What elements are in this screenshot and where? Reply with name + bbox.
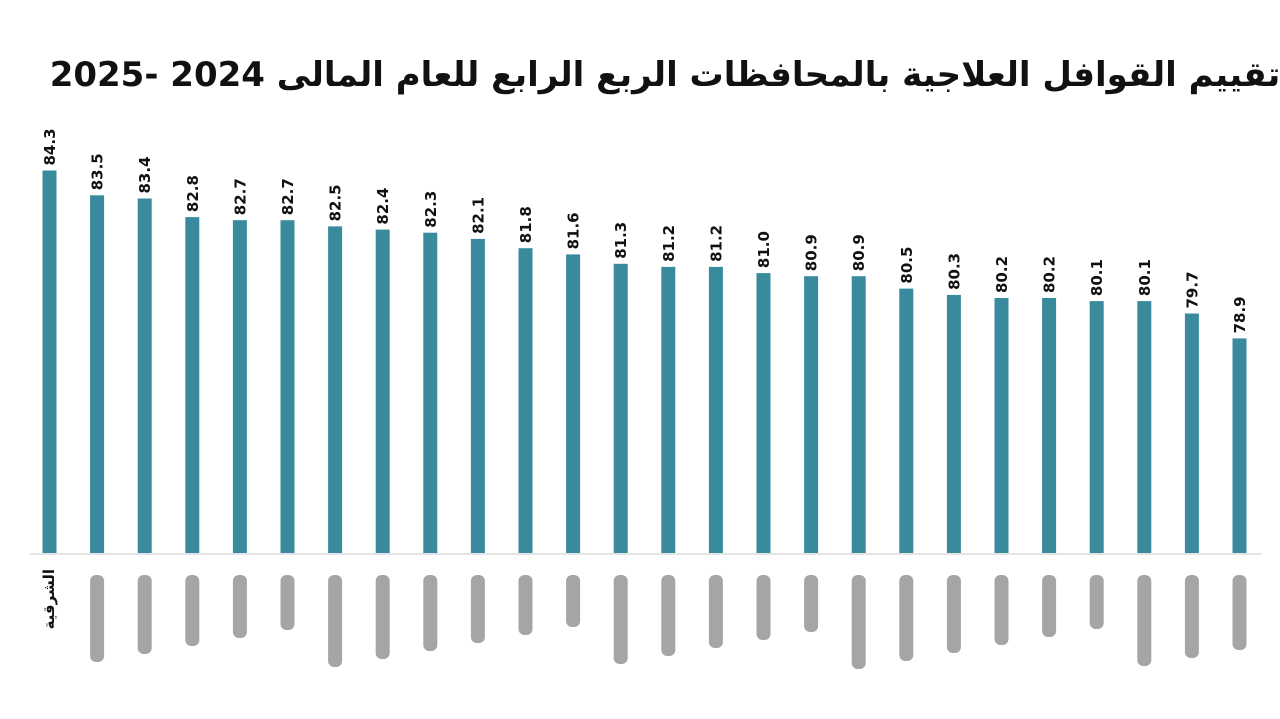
bar-value-label: 81.2 (660, 225, 678, 262)
bar-value-label: 84.3 (41, 128, 59, 165)
bar (328, 226, 343, 553)
bar-value-label: 82.5 (327, 184, 345, 221)
blurred-category-label (1089, 575, 1104, 629)
category-label: الشرقية (40, 569, 58, 629)
bar-value-label: 80.1 (1136, 259, 1154, 296)
bar (661, 266, 676, 553)
blurred-category-label (661, 575, 676, 656)
blurred-category-label (566, 575, 581, 627)
bar (566, 254, 581, 553)
blurred-category-label (280, 575, 295, 630)
bar-value-label: 81.2 (707, 225, 725, 262)
blurred-category-label (90, 575, 105, 662)
value-labels-layer: 84.3 83.5 83.4 82.8 82.7 82.7 82.5 82.4 82.3 82.1… (41, 128, 1249, 333)
bar-value-label: 80.3 (945, 253, 963, 290)
bar (804, 276, 819, 553)
bar (518, 248, 533, 553)
bar (994, 298, 1009, 553)
blurred-category-label (423, 575, 438, 651)
bars-layer (42, 170, 1247, 554)
bar (90, 195, 105, 554)
blurred-category-label (1184, 575, 1199, 658)
blurred-category-label (613, 575, 628, 664)
bar-value-label: 81.3 (612, 222, 630, 259)
bar-value-label: 80.1 (1088, 259, 1106, 296)
blurred-category-label (946, 575, 961, 653)
bar (1184, 313, 1199, 553)
bar-value-label: 83.5 (89, 153, 107, 190)
bar (708, 266, 723, 553)
blurred-category-label (1232, 575, 1247, 650)
bar (423, 232, 438, 553)
blurred-category-label (1137, 575, 1152, 666)
bar (470, 238, 485, 553)
blurred-category-label (137, 575, 152, 654)
blurred-category-label (470, 575, 485, 643)
bar-value-label: 82.3 (422, 191, 440, 228)
blurred-category-label (518, 575, 533, 635)
bar-value-label: 80.2 (993, 256, 1011, 293)
bar-value-label: 80.9 (803, 234, 821, 271)
bar (137, 198, 152, 553)
blurred-category-label (994, 575, 1009, 645)
blurred-category-label (185, 575, 200, 646)
chart-title: تقييم القوافل العلاجية بالمحافظات الربع … (49, 55, 1280, 95)
bar (613, 263, 628, 553)
bar (42, 170, 57, 553)
bar-value-label: 81.8 (517, 206, 535, 243)
blurred-category-label (708, 575, 723, 648)
blurred-category-label (804, 575, 819, 632)
bar (280, 220, 295, 553)
bar-value-label: 81.6 (565, 212, 583, 249)
bar-value-label: 78.9 (1231, 296, 1249, 333)
bar (185, 217, 200, 553)
bar (1232, 338, 1247, 553)
blurred-category-label (232, 575, 247, 638)
bar (375, 229, 390, 553)
bar (232, 220, 247, 553)
bar (899, 288, 914, 553)
bar-value-label: 81.0 (755, 231, 773, 268)
bar (1137, 301, 1152, 553)
bar-value-label: 80.5 (898, 247, 916, 284)
bar (851, 276, 866, 553)
bar-value-label: 79.7 (1183, 271, 1201, 308)
category-labels-layer: الشرقية (40, 569, 1247, 669)
blurred-category-label (328, 575, 343, 667)
blurred-category-label (1042, 575, 1057, 637)
bar-value-label: 80.2 (1041, 256, 1059, 293)
bar (946, 294, 961, 553)
blurred-category-label (756, 575, 771, 640)
blurred-category-label (851, 575, 866, 669)
bar-value-label: 80.9 (850, 234, 868, 271)
bar-value-label: 82.1 (469, 197, 487, 234)
bar-value-label: 83.4 (136, 156, 154, 193)
bar-value-label: 82.7 (279, 178, 297, 215)
bar (1089, 301, 1104, 553)
bar (756, 273, 771, 553)
bar-value-label: 82.4 (374, 188, 392, 225)
bar-value-label: 82.7 (231, 178, 249, 215)
bar-value-label: 82.8 (184, 175, 202, 212)
blurred-category-label (899, 575, 914, 661)
bar (1042, 298, 1057, 553)
blurred-category-label (375, 575, 390, 659)
